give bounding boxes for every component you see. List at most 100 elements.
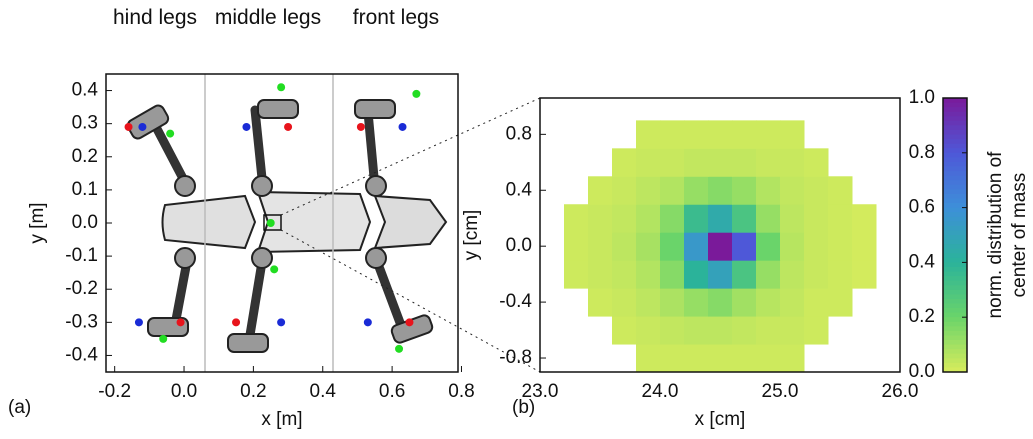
heat-cell	[660, 316, 685, 344]
foot-point	[267, 219, 275, 227]
heat-cell	[684, 120, 709, 148]
colorbar-step	[943, 249, 967, 254]
foot-point	[135, 318, 143, 326]
x-axis-label: x [cm]	[695, 409, 746, 430]
heat-cell	[636, 316, 661, 344]
y-tick-label: 0.1	[72, 179, 98, 200]
heat-cell	[708, 260, 733, 288]
colorbar-step	[943, 345, 967, 350]
foot-point	[284, 123, 292, 131]
group-label: front legs	[341, 4, 451, 31]
heat-cell	[684, 344, 709, 372]
x-tick-label: 0.2	[240, 381, 266, 402]
colorbar-step	[943, 354, 967, 359]
colorbar-step	[943, 103, 967, 108]
colorbar-step	[943, 304, 967, 309]
heat-cell	[732, 288, 757, 316]
colorbar-step	[943, 162, 967, 167]
heat-cell	[732, 148, 757, 176]
heat-cell	[732, 176, 757, 204]
colorbar-step	[943, 198, 967, 203]
heat-cell	[852, 260, 877, 288]
foot-point	[277, 318, 285, 326]
panel-label: (a)	[8, 397, 31, 418]
heat-cell	[804, 288, 829, 316]
heat-cell	[636, 204, 661, 232]
heat-cell	[636, 288, 661, 316]
y-tick-label: -0.2	[65, 278, 98, 299]
heat-cell	[684, 176, 709, 204]
x-tick-label: -0.2	[98, 381, 131, 402]
y-axis-label: y [m]	[27, 202, 48, 243]
colorbar-label: norm. distribution of	[985, 151, 1006, 319]
colorbar-step	[943, 235, 967, 240]
heat-cell	[804, 148, 829, 176]
foot-point	[399, 123, 407, 131]
heat-cell	[708, 176, 733, 204]
heat-cell	[612, 176, 637, 204]
colorbar-label: center of mass	[1009, 173, 1030, 298]
heat-cell	[780, 148, 805, 176]
foot-point	[138, 123, 146, 131]
page: -0.20.00.20.40.60.8-0.4-0.3-0.2-0.10.00.…	[0, 0, 1033, 439]
heat-cell	[732, 120, 757, 148]
heat-cell	[660, 288, 685, 316]
heat-cell	[732, 316, 757, 344]
heat-cell	[708, 148, 733, 176]
heat-cell	[828, 204, 853, 232]
heat-cell	[828, 232, 853, 260]
heat-cell	[756, 204, 781, 232]
foot-point	[395, 345, 403, 353]
colorbar-step	[943, 363, 967, 368]
heat-cell	[732, 204, 757, 232]
heat-cell	[708, 316, 733, 344]
x-tick-label: 25.0	[762, 381, 799, 402]
colorbar-step	[943, 121, 967, 126]
heat-cell	[684, 288, 709, 316]
y-axis-label: y [cm]	[461, 210, 482, 261]
colorbar-tick-label: 0.8	[909, 142, 935, 163]
heat-cell	[708, 232, 733, 260]
colorbar-step	[943, 340, 967, 345]
heat-cell	[636, 148, 661, 176]
group-label: hind legs	[100, 4, 210, 31]
heat-cell	[756, 148, 781, 176]
colorbar-step	[943, 116, 967, 121]
heat-cell	[828, 288, 853, 316]
heat-cell	[588, 288, 613, 316]
heat-cell	[636, 176, 661, 204]
y-tick-label: 0.8	[506, 123, 532, 144]
colorbar-tick-label: 1.0	[909, 87, 935, 108]
colorbar-step	[943, 139, 967, 144]
heat-cell	[684, 260, 709, 288]
heat-cell	[660, 232, 685, 260]
x-tick-label: 0.8	[448, 381, 474, 402]
y-tick-label: -0.4	[499, 291, 532, 312]
heat-cell	[684, 316, 709, 344]
heat-cell	[708, 204, 733, 232]
colorbar-step	[943, 208, 967, 213]
y-tick-label: -0.1	[65, 245, 98, 266]
foot-point	[357, 123, 365, 131]
heat-cell	[828, 176, 853, 204]
heat-cell	[636, 344, 661, 372]
heat-cell	[780, 260, 805, 288]
heat-cell	[708, 120, 733, 148]
heat-cell	[612, 148, 637, 176]
colorbar-step	[943, 125, 967, 130]
colorbar-step	[943, 299, 967, 304]
heat-cell	[780, 344, 805, 372]
colorbar-step	[943, 153, 967, 158]
colorbar-step	[943, 331, 967, 336]
colorbar-step	[943, 267, 967, 272]
foot-point	[159, 335, 167, 343]
colorbar-step	[943, 226, 967, 231]
heat-cell	[780, 288, 805, 316]
colorbar-step	[943, 335, 967, 340]
heat-cell	[780, 120, 805, 148]
colorbar-step	[943, 349, 967, 354]
heat-cell	[756, 176, 781, 204]
colorbar-step	[943, 144, 967, 149]
x-tick-label: 26.0	[882, 381, 919, 402]
heat-cell	[660, 204, 685, 232]
